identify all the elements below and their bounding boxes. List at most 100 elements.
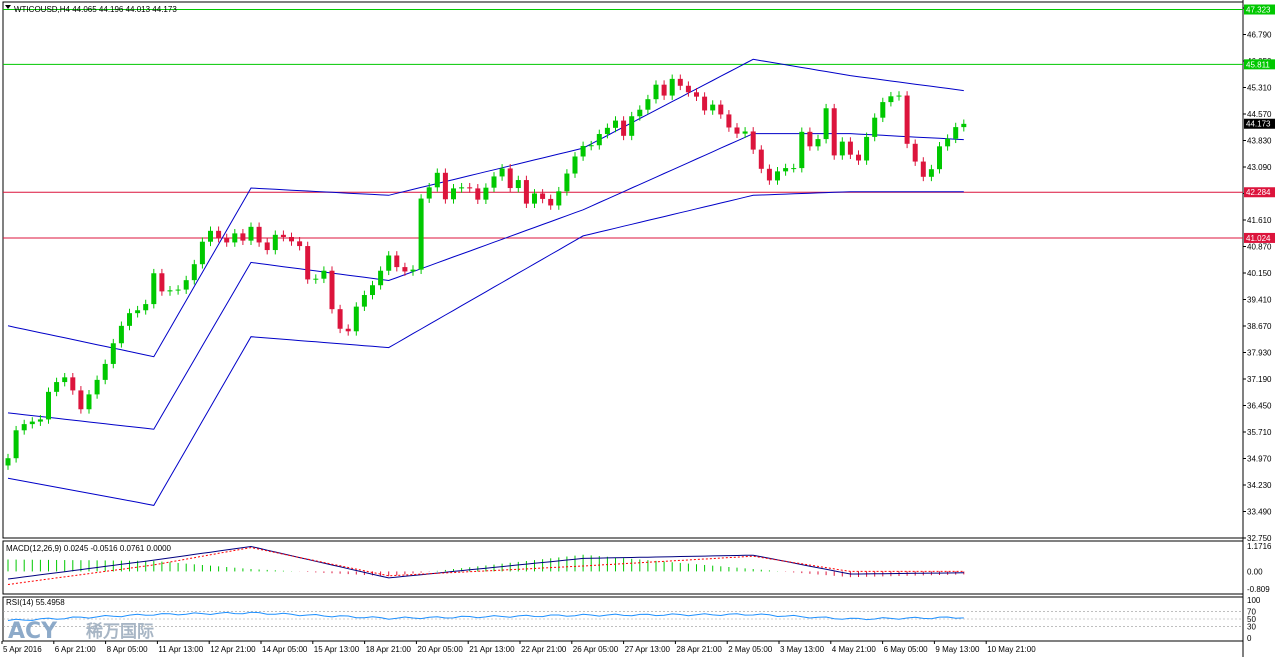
candle[interactable] [191, 259, 197, 285]
candle[interactable] [442, 168, 448, 204]
candle[interactable] [718, 100, 724, 119]
candle[interactable] [629, 111, 635, 141]
candle[interactable] [548, 194, 554, 210]
candle[interactable] [151, 268, 157, 309]
candle[interactable] [572, 152, 578, 178]
candle[interactable] [175, 285, 181, 295]
candle[interactable] [750, 127, 756, 154]
candle[interactable] [515, 175, 521, 193]
candle[interactable] [645, 94, 651, 115]
candle[interactable] [677, 74, 683, 91]
candle[interactable] [920, 157, 926, 182]
candle[interactable] [78, 386, 84, 414]
candle[interactable] [248, 222, 254, 245]
candle[interactable] [118, 321, 124, 348]
candle[interactable] [564, 169, 570, 196]
candle[interactable] [451, 184, 456, 204]
candle[interactable] [13, 425, 19, 463]
candle[interactable] [604, 123, 610, 139]
candle[interactable] [337, 304, 343, 334]
candle[interactable] [62, 372, 68, 387]
macd-pane[interactable] [2, 540, 1244, 595]
candle[interactable] [313, 274, 319, 284]
candle[interactable] [264, 238, 270, 255]
candle[interactable] [240, 229, 246, 245]
candle[interactable] [183, 275, 189, 294]
candle[interactable] [523, 175, 529, 208]
candle[interactable] [742, 127, 748, 138]
candle[interactable] [621, 116, 627, 141]
candle[interactable] [791, 163, 797, 173]
candle[interactable] [807, 127, 813, 151]
candle[interactable] [280, 230, 286, 242]
candle[interactable] [710, 100, 716, 115]
candle[interactable] [321, 266, 327, 284]
candle[interactable] [653, 80, 659, 104]
candle[interactable] [847, 137, 853, 160]
candle[interactable] [426, 182, 432, 203]
candle[interactable] [880, 97, 886, 123]
candle[interactable] [856, 150, 861, 165]
candle[interactable] [588, 140, 594, 151]
candle[interactable] [702, 92, 708, 115]
candle[interactable] [224, 233, 230, 247]
candle[interactable] [669, 74, 675, 100]
candle[interactable] [783, 163, 789, 176]
candle[interactable] [54, 377, 60, 397]
candle[interactable] [208, 226, 213, 247]
candle[interactable] [70, 372, 76, 395]
candle[interactable] [434, 168, 440, 192]
candle[interactable] [289, 232, 294, 246]
candle[interactable] [86, 390, 92, 414]
candle[interactable] [378, 266, 384, 290]
candle[interactable] [556, 186, 562, 210]
candle[interactable] [499, 164, 505, 181]
candle[interactable] [491, 172, 497, 193]
candle[interactable] [637, 105, 643, 121]
candle[interactable] [864, 132, 870, 165]
candle[interactable] [694, 87, 699, 102]
candle[interactable] [888, 91, 894, 107]
candle[interactable] [726, 110, 732, 132]
candle[interactable] [613, 116, 618, 133]
candle[interactable] [532, 189, 537, 208]
candle[interactable] [102, 359, 108, 385]
candle[interactable] [775, 167, 780, 185]
candle[interactable] [831, 103, 837, 160]
candle[interactable] [21, 419, 27, 435]
candle[interactable] [135, 305, 141, 318]
candle[interactable] [216, 226, 222, 243]
candle[interactable] [459, 182, 465, 193]
candle[interactable] [734, 123, 740, 138]
candle[interactable] [256, 222, 262, 247]
candle[interactable] [928, 164, 934, 182]
candle[interactable] [46, 387, 51, 424]
candle[interactable] [685, 81, 691, 97]
candle[interactable] [94, 375, 100, 399]
candle[interactable] [159, 268, 165, 296]
candle[interactable] [199, 237, 205, 269]
main-pane[interactable] [2, 1, 1244, 539]
candle[interactable] [937, 141, 942, 174]
candle[interactable] [467, 182, 473, 193]
candle[interactable] [961, 119, 967, 132]
candle[interactable] [167, 285, 173, 296]
candle[interactable] [297, 236, 303, 251]
candle[interactable] [143, 299, 149, 315]
candle[interactable] [329, 266, 335, 314]
candle[interactable] [232, 229, 238, 247]
candle[interactable] [110, 338, 116, 369]
candle[interactable] [596, 129, 602, 150]
candle[interactable] [766, 164, 772, 185]
candle[interactable] [872, 113, 878, 142]
candle[interactable] [345, 324, 351, 336]
candle[interactable] [386, 251, 392, 276]
candle[interactable] [507, 164, 513, 193]
candle[interactable] [370, 280, 375, 300]
candle[interactable] [127, 308, 132, 331]
candle[interactable] [953, 122, 959, 144]
candle[interactable] [418, 194, 424, 274]
candle[interactable] [475, 184, 481, 204]
candle[interactable] [815, 134, 821, 151]
candle[interactable] [361, 290, 367, 311]
